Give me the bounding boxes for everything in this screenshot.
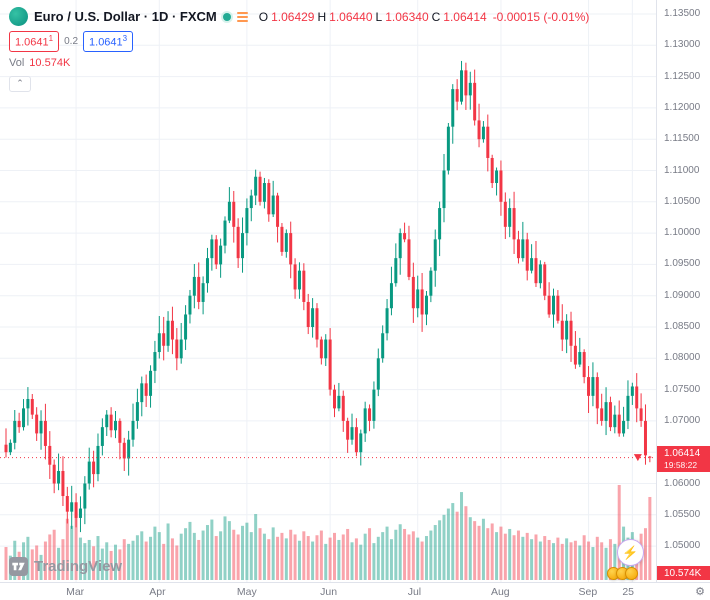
sell-price-sup: 1 bbox=[48, 33, 54, 43]
spread-value: 0.2 bbox=[64, 35, 79, 47]
tradingview-logo-icon bbox=[9, 557, 28, 576]
time-axis[interactable]: Mar Apr May Jun Jul Aug Sep 25 bbox=[0, 582, 656, 600]
chart-legend: Euro / U.S. Dollar · 1D · FXCM O 1.06429 … bbox=[9, 7, 589, 92]
trade-buttons-row: 1.06411 0.2 1.06413 bbox=[9, 31, 589, 52]
open-value: 1.06429 bbox=[271, 9, 315, 24]
change-value: -0.00015 (-0.01%) bbox=[492, 9, 590, 24]
price-tick-label: 1.08000 bbox=[664, 352, 701, 364]
legend-menu-icon[interactable] bbox=[236, 11, 248, 22]
current-price-badge: 1.06414 19:58:22 bbox=[657, 445, 710, 472]
high-label: H bbox=[317, 9, 327, 24]
buy-price-button[interactable]: 1.06413 bbox=[83, 31, 134, 52]
gear-icon[interactable]: ⚙ bbox=[695, 586, 705, 598]
buy-price: 1.0641 bbox=[89, 36, 123, 49]
time-tick-label: 25 bbox=[622, 586, 635, 598]
volume-badge: 10.574K bbox=[657, 566, 710, 580]
price-tick-label: 1.09000 bbox=[664, 289, 701, 301]
close-label: C bbox=[431, 9, 441, 24]
open-label: O bbox=[258, 9, 269, 24]
axis-settings-corner[interactable]: ⚙ bbox=[656, 582, 710, 600]
coin-reactions-button[interactable] bbox=[607, 567, 638, 580]
bar-countdown: 19:58:22 bbox=[664, 459, 698, 470]
sell-price: 1.0641 bbox=[15, 36, 49, 49]
high-value: 1.06440 bbox=[329, 9, 373, 24]
low-value: 1.06340 bbox=[385, 9, 429, 24]
price-tick-label: 1.12500 bbox=[664, 70, 701, 82]
volume-legend[interactable]: Vol 10.574K bbox=[9, 57, 589, 69]
market-status-icon[interactable] bbox=[222, 12, 231, 21]
price-tick-label: 1.10000 bbox=[664, 227, 701, 239]
lightning-button[interactable]: ⚡ bbox=[617, 539, 644, 566]
time-tick-label: Sep bbox=[578, 586, 598, 598]
price-tick-label: 1.11000 bbox=[664, 164, 700, 176]
volume-label: Vol bbox=[9, 56, 25, 69]
symbol-title[interactable]: Euro / U.S. Dollar · 1D · FXCM bbox=[34, 9, 217, 24]
price-tick-label: 1.12000 bbox=[664, 101, 701, 113]
ohlc-values: O 1.06429 H 1.06440 L 1.06340 C 1.06414 -0.0… bbox=[259, 10, 590, 24]
time-tick-label: May bbox=[236, 586, 257, 598]
time-tick-label: Mar bbox=[66, 586, 85, 598]
chevron-up-icon: ⌃ bbox=[16, 78, 24, 89]
price-tick-label: 1.13500 bbox=[664, 8, 701, 19]
tradingview-watermark[interactable]: TradingView bbox=[9, 557, 122, 576]
price-tick-label: 1.09500 bbox=[664, 258, 701, 270]
price-tick-label: 1.06000 bbox=[664, 477, 701, 489]
sell-price-button[interactable]: 1.06411 bbox=[9, 31, 60, 52]
price-tick-label: 1.10500 bbox=[664, 195, 701, 207]
time-tick-label: Apr bbox=[149, 586, 166, 598]
price-tick-label: 1.08500 bbox=[664, 321, 701, 332]
price-tick-label: 1.07500 bbox=[664, 383, 701, 395]
volume-value: 10.574K bbox=[29, 56, 71, 69]
close-value: 1.06414 bbox=[443, 9, 487, 24]
buy-price-sup: 3 bbox=[122, 33, 128, 43]
price-tick-label: 1.07000 bbox=[664, 414, 701, 426]
time-tick-label: Jul bbox=[407, 586, 422, 598]
price-axis[interactable]: 1.06414 19:58:22 10.574K 1.13500 1.13000 1… bbox=[656, 0, 710, 582]
symbol-row: Euro / U.S. Dollar · 1D · FXCM O 1.06429 … bbox=[9, 7, 589, 26]
low-label: L bbox=[375, 9, 383, 24]
legend-collapse-button[interactable]: ⌃ bbox=[9, 75, 31, 92]
time-tick-label: Aug bbox=[490, 586, 510, 598]
current-price-value: 1.06414 bbox=[664, 447, 701, 459]
lightning-icon: ⚡ bbox=[622, 544, 639, 560]
price-tick-label: 1.11500 bbox=[664, 133, 700, 145]
watermark-text: TradingView bbox=[34, 558, 123, 575]
symbol-logo-icon bbox=[9, 7, 28, 26]
coin-icon bbox=[625, 567, 638, 580]
price-tick-label: 1.05000 bbox=[664, 540, 701, 552]
time-tick-label: Jun bbox=[320, 586, 338, 598]
price-tick-label: 1.13000 bbox=[664, 39, 701, 51]
price-tick-label: 1.05500 bbox=[664, 508, 701, 520]
